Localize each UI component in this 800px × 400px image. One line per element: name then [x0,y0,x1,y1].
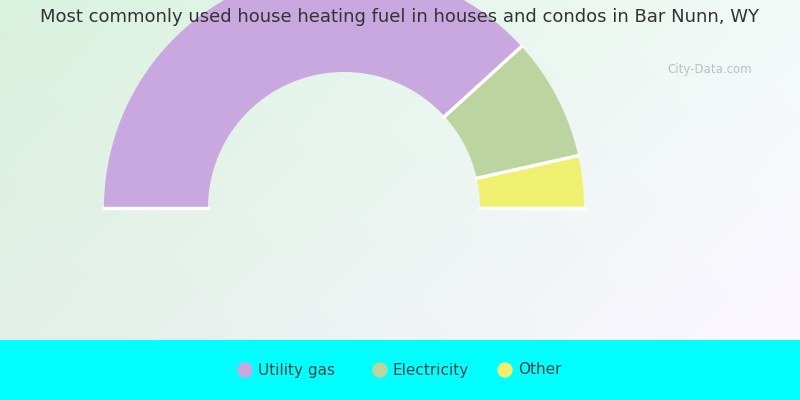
Polygon shape [104,0,522,208]
Circle shape [498,363,512,377]
Circle shape [238,363,252,377]
Polygon shape [477,156,584,208]
Text: Other: Other [518,362,562,378]
Circle shape [373,363,387,377]
Polygon shape [445,46,578,178]
Text: Most commonly used house heating fuel in houses and condos in Bar Nunn, WY: Most commonly used house heating fuel in… [41,8,759,26]
Text: City-Data.com: City-Data.com [668,64,752,76]
Text: Utility gas: Utility gas [258,362,335,378]
Text: Electricity: Electricity [393,362,470,378]
